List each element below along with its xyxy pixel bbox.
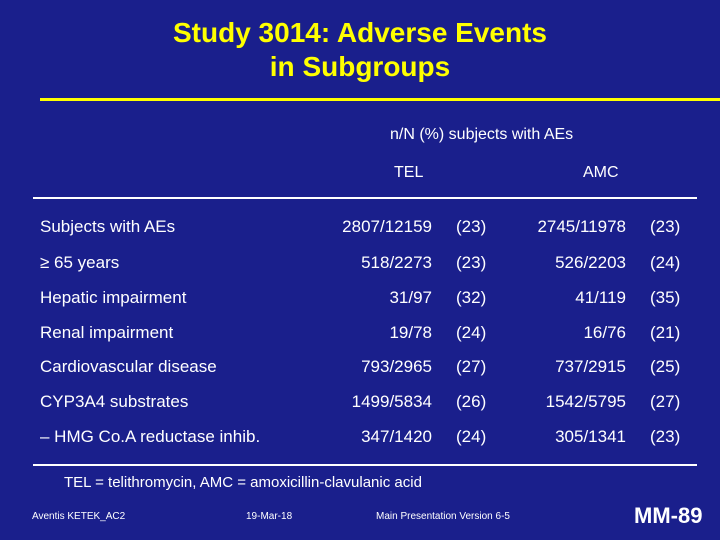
- amc-percent: (23): [650, 427, 681, 446]
- table-subheading: n/N (%) subjects with AEs: [390, 126, 574, 143]
- footer-version: Main Presentation Version 6-5: [376, 511, 510, 522]
- amc-percent: (35): [650, 288, 681, 307]
- tel-percent: (24): [456, 323, 487, 342]
- amc-percent: (23): [650, 217, 681, 236]
- table-bottom-rule: [33, 464, 697, 466]
- tel-count: 19/78: [389, 323, 432, 342]
- table-row: Subjects with AEs 2807/12159 (23) 2745/1197…: [0, 217, 720, 241]
- amc-count: 737/2915: [555, 357, 626, 376]
- tel-percent: (27): [456, 357, 487, 376]
- amc-count: 1542/5795: [545, 392, 626, 411]
- amc-count: 2745/11978: [537, 217, 626, 236]
- amc-percent: (27): [650, 392, 681, 411]
- tel-count: 2807/12159: [342, 217, 432, 236]
- column-header-tel: TEL: [394, 164, 424, 181]
- table-row: ≥ 65 years 518/2273 (23) 526/2203 (24): [0, 253, 720, 277]
- slide-number: MM-89: [634, 503, 703, 528]
- row-label: Renal impairment: [40, 323, 174, 342]
- row-label: ≥ 65 years: [40, 253, 120, 272]
- amc-percent: (25): [650, 357, 681, 376]
- title-underline: [40, 98, 720, 101]
- amc-count: 305/1341: [555, 427, 626, 446]
- amc-percent: (21): [650, 323, 681, 342]
- table-row: Cardiovascular disease 793/2965 (27) 737/29…: [0, 357, 720, 381]
- table-row: CYP3A4 substrates 1499/5834 (26) 1542/5795 (…: [0, 392, 720, 416]
- tel-percent: (24): [456, 427, 487, 446]
- tel-percent: (23): [456, 217, 487, 236]
- row-label: – HMG Co.A reductase inhib.: [40, 427, 261, 446]
- tel-count: 31/97: [389, 288, 432, 307]
- tel-percent: (26): [456, 392, 487, 411]
- table-row: – HMG Co.A reductase inhib. 347/1420 (24) 3…: [0, 427, 720, 451]
- footer-date: 19-Mar-18: [246, 511, 293, 522]
- table-top-rule: [33, 197, 697, 199]
- footer-source: Aventis KETEK_AC2: [32, 511, 126, 522]
- slide-title: Study 3014: Adverse Events in Subgroups: [0, 16, 720, 84]
- column-header-amc: AMC: [583, 164, 619, 181]
- tel-count: 518/2273: [361, 253, 432, 272]
- amc-count: 41/119: [575, 288, 626, 307]
- amc-count: 526/2203: [555, 253, 626, 272]
- tel-percent: (32): [456, 288, 487, 307]
- row-label: CYP3A4 substrates: [40, 392, 189, 411]
- amc-count: 16/76: [583, 323, 626, 342]
- tel-count: 347/1420: [361, 427, 432, 446]
- tel-percent: (23): [456, 253, 487, 272]
- table-row: Renal impairment 19/78 (24) 16/76 (21): [0, 323, 720, 347]
- row-label: Hepatic impairment: [40, 288, 187, 307]
- title-line-2: in Subgroups: [269, 51, 451, 82]
- title-line-1: Study 3014: Adverse Events: [172, 17, 548, 48]
- row-label: Cardiovascular disease: [40, 357, 217, 376]
- tel-count: 1499/5834: [351, 392, 432, 411]
- table-row: Hepatic impairment 31/97 (32) 41/119 (35): [0, 288, 720, 312]
- amc-percent: (24): [650, 253, 681, 272]
- row-label: Subjects with AEs: [40, 217, 176, 236]
- footnote: TEL = telithromycin, AMC = amoxicillin-c…: [64, 474, 422, 491]
- tel-count: 793/2965: [361, 357, 432, 376]
